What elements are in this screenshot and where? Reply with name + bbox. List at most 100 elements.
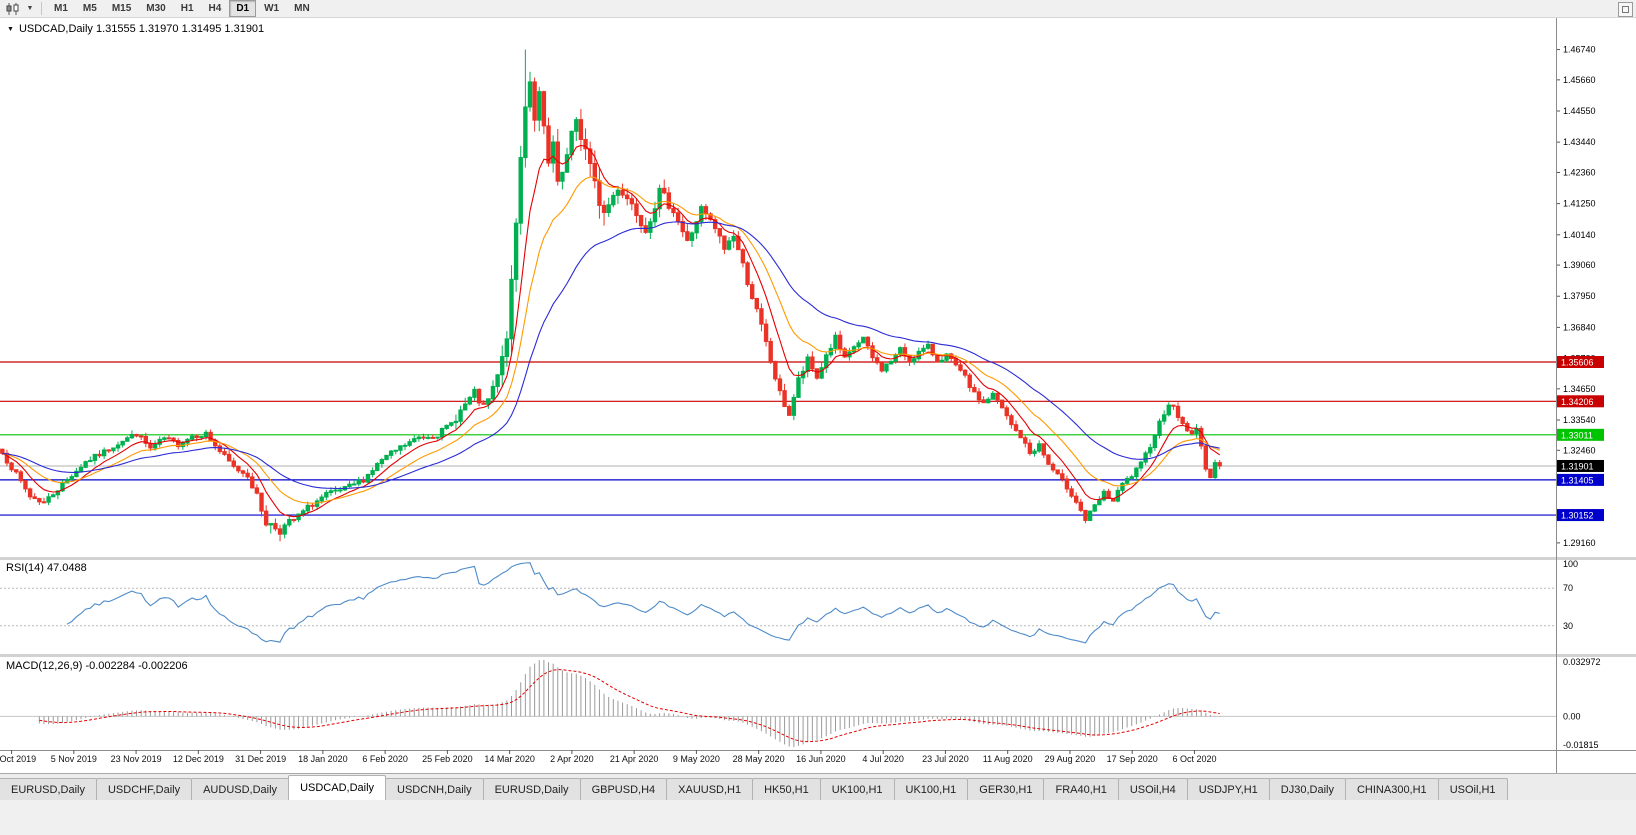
chart-title: ▼ USDCAD,Daily 1.31555 1.31970 1.31495 1… — [7, 23, 264, 35]
macd-axis-label: -0.01815 — [1563, 740, 1599, 750]
panel-splitter[interactable] — [0, 654, 1636, 657]
date-axis-label: 23 Nov 2019 — [111, 754, 162, 764]
tab-hk50-h1[interactable]: HK50,H1 — [752, 778, 821, 800]
chart-canvas[interactable]: 1.46740 1.45660 1.44550 1.43440 1.42360 1.412… — [0, 0, 1636, 773]
date-axis-label: 18 Jan 2020 — [298, 754, 348, 764]
timeframe-toolbar: ▼ M1 M5 M15 M30 H1 H4 D1 W1 MN — [0, 0, 1636, 18]
toolbar-separator — [41, 2, 42, 15]
candlestick-chart-icon[interactable] — [3, 1, 23, 16]
date-axis-label: 21 Apr 2020 — [610, 754, 659, 764]
period-mn-button[interactable]: MN — [294, 3, 310, 14]
price-line-label: 1.33011 — [1557, 428, 1604, 441]
moving-average-line-1 — [2, 144, 1221, 518]
macd-axis-label: 0.00 — [1563, 711, 1581, 721]
date-axis-label: 11 Aug 2020 — [983, 754, 1033, 764]
price-axis-tick-label: 1.46740 — [1563, 45, 1596, 55]
panel-splitter[interactable] — [0, 557, 1636, 560]
tab-eurusd-daily[interactable]: EURUSD,Daily — [0, 778, 97, 800]
date-axis-label: 4 Jul 2020 — [862, 754, 904, 764]
rsi-indicator-label: RSI(14) 47.0488 — [6, 562, 87, 574]
date-axis-label: 5 Nov 2019 — [51, 754, 97, 764]
period-h1-button[interactable]: H1 — [180, 3, 194, 14]
tab-fra40-h1[interactable]: FRA40,H1 — [1043, 778, 1119, 800]
macd-histogram — [38, 659, 1221, 747]
price-axis-tick-label: 1.45660 — [1563, 75, 1596, 85]
tab-usdcnh-daily[interactable]: USDCNH,Daily — [385, 778, 484, 800]
price-axis-tick-label: 1.44550 — [1563, 106, 1596, 116]
chart-tab-bar: EURUSD,Daily USDCHF,Daily AUDUSD,Daily USDC… — [0, 773, 1636, 800]
price-axis-tick-label: 1.42360 — [1563, 167, 1596, 177]
price-line-label: 1.34206 — [1557, 395, 1604, 408]
tab-usoil-h4[interactable]: USOil,H4 — [1117, 778, 1188, 800]
tab-ger30-h1[interactable]: GER30,H1 — [967, 778, 1045, 800]
moving-average-line-3 — [2, 221, 1220, 490]
tab-gbpusd-h4[interactable]: GBPUSD,H4 — [579, 778, 668, 800]
period-h4-button[interactable]: H4 — [208, 3, 222, 14]
price-axis-tick-label: 1.39060 — [1563, 260, 1596, 270]
period-m30-button[interactable]: M30 — [146, 3, 166, 14]
period-w1-button[interactable]: W1 — [264, 3, 280, 14]
rsi-axis-label: 100 — [1563, 559, 1578, 569]
price-axis-tick-label: 1.41250 — [1563, 199, 1596, 209]
date-axis-label: 23 Jul 2020 — [922, 754, 969, 764]
svg-text:1.31405: 1.31405 — [1561, 475, 1594, 485]
price-axis-tick-label: 1.33540 — [1563, 415, 1596, 425]
date-axis-label: 17 Oct 2019 — [0, 754, 36, 764]
tab-uk100-h1[interactable]: UK100,H1 — [819, 778, 895, 800]
tab-audusd-daily[interactable]: AUDUSD,Daily — [191, 778, 290, 800]
tab-usdchf-daily[interactable]: USDCHF,Daily — [95, 778, 193, 800]
chevron-down-icon[interactable]: ▼ — [26, 5, 34, 12]
period-button-group: M1 M5 M15 M30 H1 H4 D1 W1 MN — [47, 0, 317, 17]
period-d1-button[interactable]: D1 — [229, 0, 257, 17]
tab-xauusd-h1[interactable]: XAUUSD,H1 — [666, 778, 754, 800]
price-line-label: 1.31901 — [1557, 459, 1604, 472]
price-line-label: 1.30152 — [1557, 509, 1604, 522]
date-axis-label: 16 Jun 2020 — [796, 754, 846, 764]
period-m15-button[interactable]: M15 — [111, 3, 132, 14]
macd-axis-label: 0.032972 — [1563, 657, 1601, 667]
tab-usdcad-daily[interactable]: USDCAD,Daily — [288, 775, 387, 800]
window-control-glyph — [1622, 6, 1629, 13]
date-axis-label: 6 Oct 2020 — [1172, 754, 1216, 764]
candlesticks — [0, 49, 1222, 542]
date-axis: 17 Oct 2019 5 Nov 2019 23 Nov 2019 12 Dec 2… — [0, 750, 1216, 764]
price-axis-tick-label: 1.40140 — [1563, 230, 1596, 240]
candlestick-glyph — [6, 2, 19, 15]
tab-usoil-h1[interactable]: USOil,H1 — [1437, 778, 1508, 800]
price-axis-tick-label: 1.32460 — [1563, 445, 1596, 455]
date-axis-label: 14 Mar 2020 — [484, 754, 535, 764]
date-axis-label: 17 Sep 2020 — [1107, 754, 1158, 764]
date-axis-label: 25 Feb 2020 — [422, 754, 473, 764]
date-axis-label: 12 Dec 2019 — [173, 754, 224, 764]
svg-text:1.31901: 1.31901 — [1561, 461, 1594, 471]
tab-usdjpy-h1[interactable]: USDJPY,H1 — [1186, 778, 1270, 800]
tab-eurusd-daily[interactable]: EURUSD,Daily — [482, 778, 581, 800]
date-axis-label: 6 Feb 2020 — [362, 754, 408, 764]
price-axis-tick-label: 1.43440 — [1563, 137, 1596, 147]
price-axis-tick-label: 1.29160 — [1563, 538, 1596, 548]
rsi-axis-label: 70 — [1563, 583, 1573, 593]
date-axis-label: 2 Apr 2020 — [550, 754, 594, 764]
rsi-line — [66, 562, 1220, 644]
period-m1-button[interactable]: M1 — [54, 3, 68, 14]
window-control-button[interactable] — [1618, 2, 1633, 17]
svg-text:1.35606: 1.35606 — [1561, 358, 1594, 368]
tab-china300-h1[interactable]: CHINA300,H1 — [1344, 778, 1439, 800]
moving-average-line-2 — [2, 176, 1220, 504]
chart-title-text: USDCAD,Daily 1.31555 1.31970 1.31495 1.3… — [18, 23, 265, 35]
svg-text:1.33011: 1.33011 — [1561, 430, 1593, 440]
tab-dj30-daily[interactable]: DJ30,Daily — [1268, 778, 1346, 800]
chart-background[interactable] — [0, 17, 1636, 773]
macd-signal-line — [39, 669, 1220, 743]
price-axis-tick-label: 1.36840 — [1563, 322, 1596, 332]
rsi-axis-label: 30 — [1563, 621, 1573, 631]
svg-text:1.30152: 1.30152 — [1561, 511, 1594, 521]
date-axis-label: 29 Aug 2020 — [1045, 754, 1096, 764]
price-axis-tick-label: 1.37950 — [1563, 291, 1596, 301]
date-axis-label: 31 Dec 2019 — [235, 754, 286, 764]
price-axis-tick-label: 1.34650 — [1563, 384, 1596, 394]
period-m5-button[interactable]: M5 — [82, 3, 97, 14]
tab-uk100-h1[interactable]: UK100,H1 — [893, 778, 969, 800]
macd-indicator-label: MACD(12,26,9) -0.002284 -0.002206 — [6, 660, 188, 672]
price-line-label: 1.35606 — [1557, 356, 1604, 369]
